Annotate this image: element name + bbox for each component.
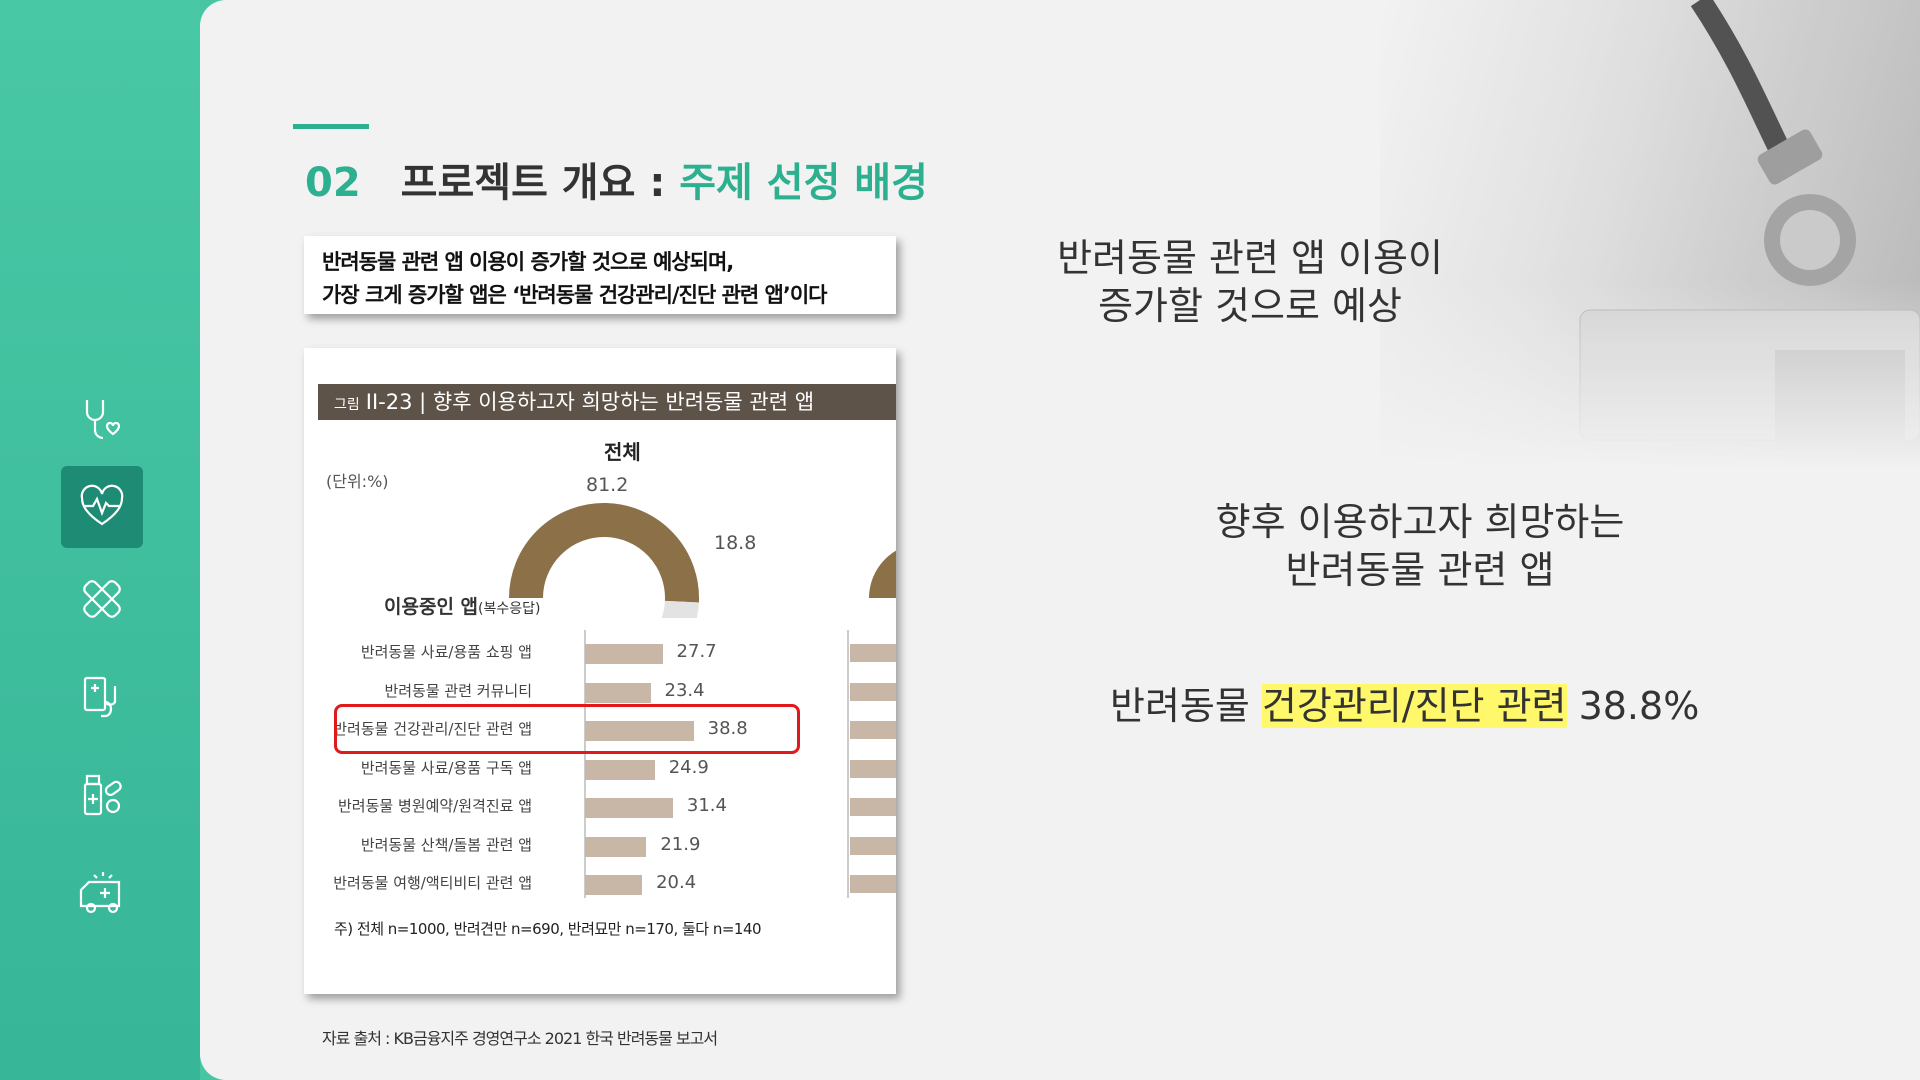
summary-2-line2: 반려동물 관련 앱 <box>1285 548 1555 592</box>
page-title: 02 프로젝트 개요 : 주제 선정 배경 <box>305 150 928 208</box>
bar-category-label: 반려동물 여행/액티비티 관련 앱 <box>333 874 532 892</box>
cropped-bar <box>850 836 896 855</box>
cropped-bar <box>850 798 896 816</box>
cropped-bar <box>850 759 896 778</box>
headline-line2: 가장 크게 증가할 앱은 ‘반려동물 건강관리/진단 관련 앱’이다 <box>322 283 827 307</box>
summary-3-pre: 반려동물 <box>1110 684 1262 728</box>
figure-subtitle: 전체 <box>604 440 641 464</box>
stethoscope-heart-icon <box>85 400 121 440</box>
bar-row: 반려동물 여행/액티비티 관련 앱 20.4 <box>304 871 896 895</box>
donut-value-minor: 18.8 <box>714 532 757 554</box>
cropped-bar <box>850 875 896 893</box>
headline-line1: 반려동물 관련 앱 이용이 증가할 것으로 예상되며, <box>322 250 734 274</box>
bar <box>585 682 651 703</box>
nav-bandage[interactable] <box>61 558 143 640</box>
right-bar-axis <box>847 630 849 898</box>
bar-category-label: 반려동물 건강관리/진단 관련 앱 <box>333 720 532 738</box>
section-number: 02 <box>305 160 361 206</box>
source-citation: 자료 출처 : KB금융지주 경영연구소 2021 한국 반려동물 보고서 <box>322 1029 718 1048</box>
bar <box>585 721 694 741</box>
bar-row: 반려동물 건강관리/진단 관련 앱 38.8 <box>304 717 896 741</box>
bar-category-label: 반려동물 사료/용품 쇼핑 앱 <box>360 643 532 661</box>
bar-category-label: 반려동물 병원예약/원격진료 앱 <box>338 797 532 815</box>
donut-slice <box>509 503 699 603</box>
title-accent-bar <box>293 124 369 129</box>
bar-section-label: 이용중인 앱 <box>384 596 479 618</box>
summary-1-line2: 증가할 것으로 예상 <box>1098 284 1402 328</box>
headline-card: 반려동물 관련 앱 이용이 증가할 것으로 예상되며, 가장 크게 증가할 앱은… <box>304 236 896 314</box>
bar-row: 반려동물 사료/용품 구독 앱 24.9 <box>304 756 896 780</box>
bar <box>585 875 643 895</box>
slide: 02 프로젝트 개요 : 주제 선정 배경 반려동물 관련 앱 이용이 증가할 것… <box>200 0 1920 1080</box>
bar-value-label: 31.4 <box>686 795 727 816</box>
bar-row: 반려동물 병원예약/원격진료 앱 31.4 <box>304 794 896 818</box>
figure-unit: (단위:%) <box>326 472 389 491</box>
summary-2-line1: 향후 이용하고자 희망하는 <box>1215 500 1625 544</box>
title-text: 프로젝트 개요 : <box>400 160 680 206</box>
bar-value-label: 38.8 <box>707 718 748 739</box>
medicine-pills-icon <box>83 774 122 816</box>
figure-caption: II-23 | 향후 이용하고자 희망하는 반려동물 관련 앱 <box>365 390 815 414</box>
heartbeat-icon <box>80 484 124 526</box>
title-highlight: 주제 선정 배경 <box>679 160 928 206</box>
bar-value-label: 23.4 <box>664 679 705 701</box>
bar-value-label: 24.9 <box>668 756 709 778</box>
nav-stethoscope-heart[interactable] <box>61 378 143 460</box>
bar <box>585 836 647 857</box>
bar-row: 반려동물 산책/돌봄 관련 앱 21.9 <box>304 833 896 857</box>
cropped-donut <box>869 550 896 599</box>
nav-ambulance[interactable] <box>61 852 143 934</box>
cropped-bar <box>850 721 896 739</box>
bar-section-title: 이용중인 앱(복수응답) <box>384 592 540 619</box>
summary-3-highlight: 건강관리/진단 관련 <box>1261 684 1567 728</box>
sidebar <box>0 0 200 1080</box>
figure-footnote: 주) 전체 n=1000, 반려견만 n=690, 반려묘만 n=170, 둘다… <box>334 920 762 938</box>
bar-row: 반려동물 사료/용품 쇼핑 앱 27.7 <box>304 640 896 664</box>
clipboard-stethoscope-icon <box>83 676 117 718</box>
bar-category-label: 반려동물 관련 커뮤니티 <box>384 681 532 700</box>
bar-category-label: 반려동물 사료/용품 구독 앱 <box>360 758 532 777</box>
bandage-icon <box>83 580 121 618</box>
summary-block-2: 향후 이용하고자 희망하는 반려동물 관련 앱 <box>1190 498 1650 594</box>
bar <box>585 798 673 818</box>
nav-clipboard-stethoscope[interactable] <box>61 656 143 738</box>
donut-chart <box>509 503 896 618</box>
summary-3-post: 38.8% <box>1566 684 1700 728</box>
bar-value-label: 27.7 <box>676 641 717 662</box>
cropped-bar <box>850 644 896 662</box>
highlight-box <box>334 704 800 754</box>
nav-heartbeat[interactable] <box>61 466 143 548</box>
bar-category-label: 반려동물 산책/돌봄 관련 앱 <box>360 835 532 854</box>
ambulance-icon <box>79 872 121 914</box>
bar <box>585 759 655 780</box>
figure-caption-prefix: 그림 <box>334 397 360 413</box>
chart-card: 그림 II-23 | 향후 이용하고자 희망하는 반려동물 관련 앱 전체 (단위… <box>304 348 896 994</box>
nav-medicine[interactable] <box>61 754 143 836</box>
figure-caption-bar: 그림 II-23 | 향후 이용하고자 희망하는 반려동물 관련 앱 <box>318 384 896 420</box>
stethoscope-photo <box>1380 0 1920 470</box>
donut-slice <box>661 600 699 618</box>
bar <box>585 644 663 664</box>
summary-block-1: 반려동물 관련 앱 이용이 증가할 것으로 예상 <box>1020 234 1480 330</box>
donut-value-major: 81.2 <box>586 474 629 496</box>
summary-1-line1: 반려동물 관련 앱 이용이 <box>1057 236 1443 280</box>
cropped-bar <box>850 682 896 701</box>
bar-value-label: 20.4 <box>656 872 697 893</box>
bar-value-label: 21.9 <box>660 833 701 855</box>
summary-block-3: 반려동물 건강관리/진단 관련 38.8% <box>1110 682 1699 730</box>
bar-section-note: (복수응답) <box>478 601 541 617</box>
bar-row: 반려동물 관련 커뮤니티 23.4 <box>304 679 896 703</box>
